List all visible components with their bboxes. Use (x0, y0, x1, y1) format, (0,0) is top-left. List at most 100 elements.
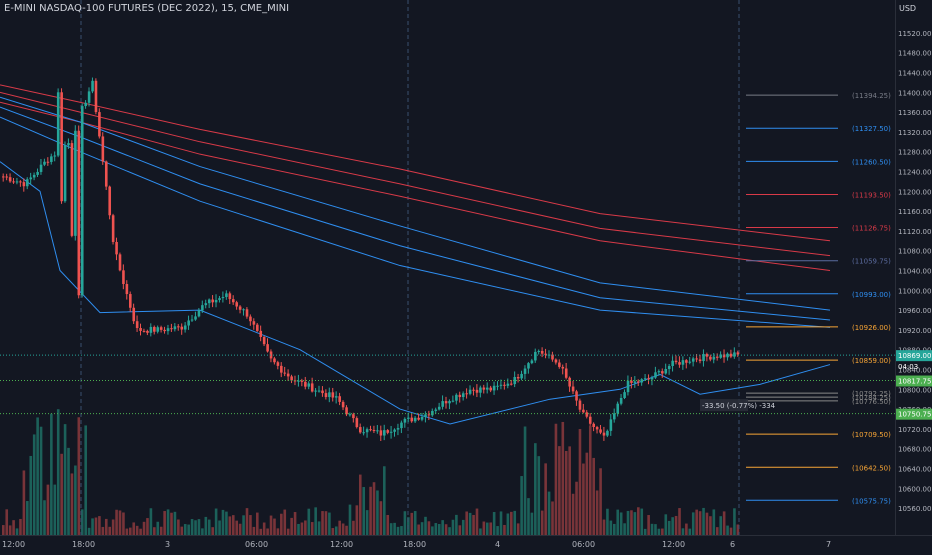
candle-body (537, 350, 541, 352)
volume-bar (561, 421, 565, 535)
blue-ma-line-3 (0, 116, 831, 328)
candle-body (207, 299, 211, 304)
volume-bar (231, 515, 235, 535)
candle-body (67, 143, 70, 146)
candle-body (681, 360, 685, 365)
candle-body (132, 307, 136, 322)
candle-body (204, 303, 208, 306)
level-label-14: (10575.75) (852, 497, 891, 505)
candle-body (544, 353, 547, 355)
volume-bar (183, 524, 187, 535)
y-tick-label: 11400.00 (898, 89, 931, 97)
candle-body (523, 368, 527, 374)
level-label-0: (11394.25) (852, 92, 891, 100)
volume-bar (60, 453, 63, 535)
y-tick-label: 11440.00 (898, 70, 931, 78)
candle-body (619, 397, 623, 404)
blue-ma-line-2 (0, 106, 831, 321)
volume-bar (218, 520, 221, 535)
volume-bar (489, 522, 493, 535)
candle-body (245, 309, 249, 317)
candle-body (400, 422, 403, 429)
candle-body (582, 409, 585, 413)
candle-body (98, 112, 101, 137)
y-tick-label: 11480.00 (898, 50, 931, 58)
candle-body (36, 171, 39, 175)
level-label-10: (10784.25) (852, 394, 891, 402)
countdown-label: 04:03 (898, 363, 918, 371)
candle-body (654, 372, 657, 378)
candle-body (413, 417, 417, 422)
volume-bar (544, 463, 547, 535)
candle-body (280, 365, 283, 373)
candle-body (146, 330, 149, 333)
candle-body (376, 430, 379, 432)
volume-bar (153, 527, 156, 535)
candle-body (455, 394, 458, 401)
candle-body (300, 380, 304, 382)
volume-bar (623, 523, 626, 535)
volume-bar (431, 526, 434, 535)
x-tick-label: 12:00 (330, 540, 353, 549)
y-tick-label: 10720.00 (898, 426, 931, 434)
volume-bar (129, 527, 132, 535)
volume-bar (482, 521, 486, 535)
candle-body (729, 353, 733, 357)
candle-body (688, 361, 692, 363)
candle-body (163, 329, 166, 332)
candle-body (307, 383, 311, 387)
volume-bar (451, 519, 455, 535)
candle-body (50, 156, 53, 162)
time-axis[interactable]: 12:00 18:00 3 06:00 12:00 18:00 4 06:00 12:00 6 7 (0, 535, 932, 551)
volume-bar (256, 512, 259, 535)
candle-body (15, 181, 19, 183)
candle-body (647, 378, 650, 380)
volume-bar (369, 486, 372, 535)
candle-body (2, 176, 5, 178)
y-tick-label: 11240.00 (898, 169, 931, 177)
candle-body (341, 401, 345, 408)
candle-body (345, 407, 348, 415)
volume-bar (571, 493, 575, 535)
volume-bar (465, 511, 468, 535)
candle-body (297, 380, 300, 382)
volume-bar (678, 508, 681, 535)
candle-body (262, 336, 266, 345)
candle-body (564, 368, 568, 378)
candle-body (561, 366, 565, 369)
volume-bar (146, 518, 149, 535)
volume-bar (331, 528, 335, 535)
volume-bar (647, 515, 650, 535)
volume-bar (458, 525, 462, 535)
volume-bar (599, 468, 602, 535)
volume-bar (80, 509, 84, 535)
candle-body (266, 344, 269, 352)
price-axis[interactable]: 11520.00 11480.00 11440.00 11400.00 11360.00… (895, 0, 932, 535)
axis-badge-text: 10869.00 (898, 352, 931, 360)
volume-bar (159, 526, 163, 535)
volume-bar (36, 417, 39, 535)
candle-body (228, 293, 232, 300)
candle-body (80, 106, 84, 296)
candle-body (650, 377, 654, 380)
candle-body (153, 326, 156, 332)
volume-bar (516, 523, 520, 535)
candle-body (461, 393, 465, 398)
candle-body (534, 351, 537, 361)
volume-bar (654, 524, 657, 535)
volume-bar (170, 512, 173, 535)
axis-badge-bg (896, 350, 932, 362)
volume-bar (413, 511, 417, 535)
volume-bar (575, 481, 578, 535)
axis-badge-0: 10869.00 (896, 350, 932, 362)
volume-bar (197, 519, 201, 535)
volume-bar (249, 515, 252, 535)
y-tick-label: 11280.00 (898, 149, 931, 157)
candle-body (575, 391, 578, 401)
volume-bar (118, 510, 122, 535)
candle-body (496, 385, 499, 387)
candle-body (142, 330, 146, 332)
candle-body (180, 326, 184, 330)
volume-bar (564, 450, 568, 535)
